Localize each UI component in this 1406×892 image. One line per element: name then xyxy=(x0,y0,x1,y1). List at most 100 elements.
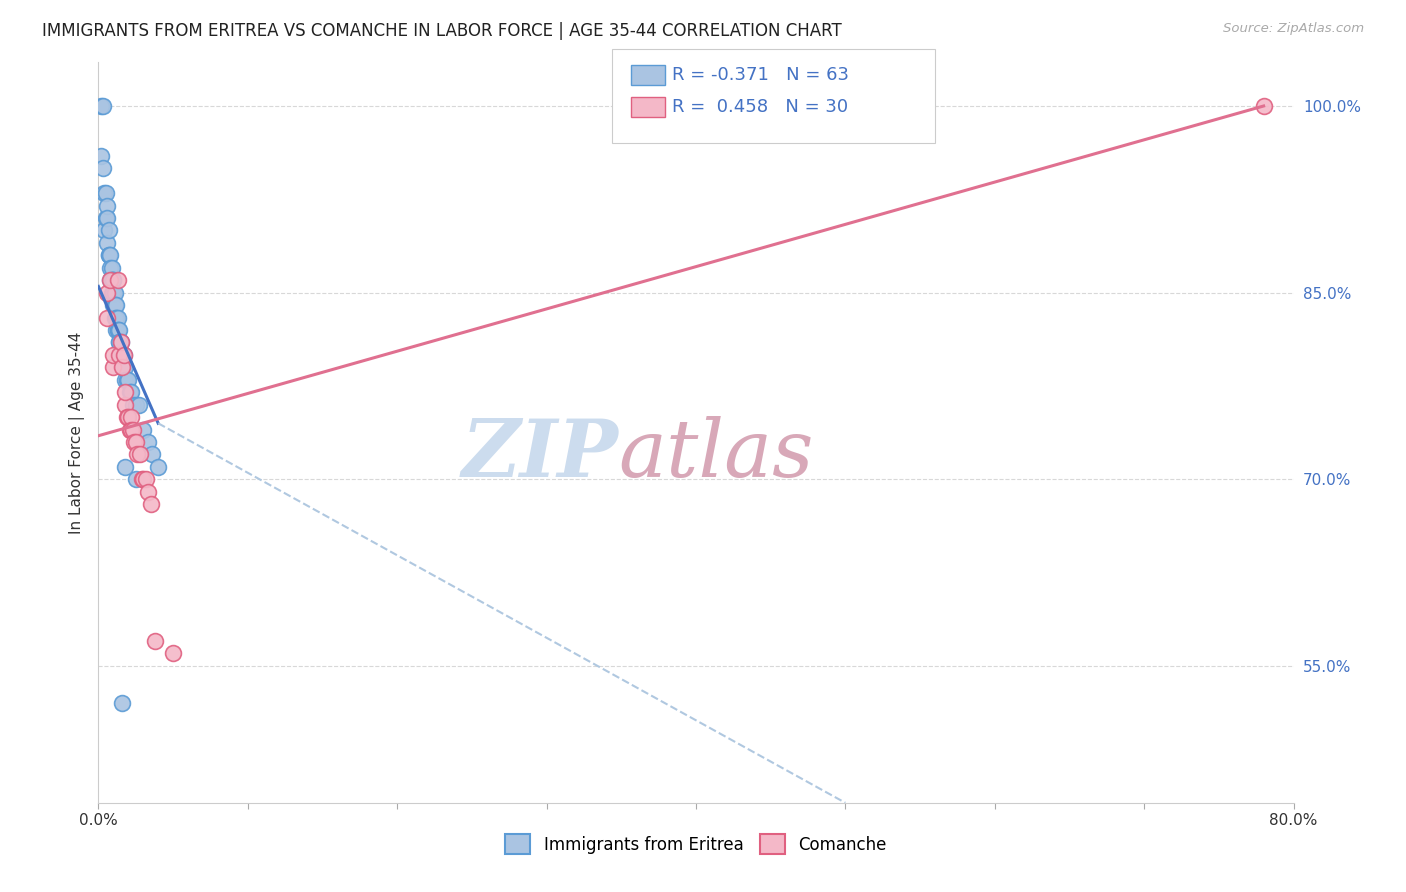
Point xyxy=(103,273,125,287)
Point xyxy=(103,285,125,300)
Point xyxy=(107,273,129,287)
Point xyxy=(112,348,135,362)
Point xyxy=(124,434,146,449)
Point xyxy=(112,348,135,362)
Point xyxy=(108,335,131,350)
Point xyxy=(104,298,127,312)
Point xyxy=(135,472,157,486)
Point xyxy=(111,360,134,375)
Point xyxy=(111,696,134,710)
Point xyxy=(103,360,125,375)
Point xyxy=(136,434,159,449)
Point xyxy=(105,298,128,312)
Point xyxy=(111,360,134,375)
Point xyxy=(111,348,134,362)
Point xyxy=(132,472,155,486)
Legend: Immigrants from Eritrea, Comanche: Immigrants from Eritrea, Comanche xyxy=(499,828,893,861)
Point xyxy=(96,235,118,250)
Text: atlas: atlas xyxy=(619,416,814,493)
Point xyxy=(105,310,128,325)
Point xyxy=(91,99,114,113)
Point xyxy=(93,186,115,200)
Point xyxy=(103,348,125,362)
Point xyxy=(105,323,128,337)
Point xyxy=(108,323,131,337)
Point xyxy=(97,248,120,262)
Point xyxy=(96,198,118,212)
Point xyxy=(103,298,125,312)
Point xyxy=(112,360,135,375)
Text: R = -0.371   N = 63: R = -0.371 N = 63 xyxy=(672,66,849,84)
Point xyxy=(94,211,117,225)
Point xyxy=(120,410,142,425)
Text: Source: ZipAtlas.com: Source: ZipAtlas.com xyxy=(1223,22,1364,36)
Point xyxy=(101,285,124,300)
Point xyxy=(110,335,132,350)
Point xyxy=(141,447,163,461)
Point xyxy=(125,398,148,412)
Point xyxy=(121,423,143,437)
Point xyxy=(132,423,155,437)
Point xyxy=(115,373,138,387)
Point xyxy=(98,260,122,275)
Point xyxy=(114,373,136,387)
Point xyxy=(114,398,136,412)
Point xyxy=(125,434,148,449)
Point xyxy=(93,223,115,237)
Point xyxy=(98,248,122,262)
Point xyxy=(96,211,118,225)
Point xyxy=(114,360,136,375)
Point xyxy=(121,398,143,412)
Point xyxy=(103,273,125,287)
Point xyxy=(97,248,120,262)
Point xyxy=(97,223,120,237)
Point xyxy=(118,423,141,437)
Point xyxy=(118,385,141,400)
Point xyxy=(107,310,129,325)
Point xyxy=(110,348,132,362)
Point xyxy=(96,310,118,325)
Point xyxy=(117,373,139,387)
Point xyxy=(91,161,114,176)
Point xyxy=(98,273,122,287)
Text: ZIP: ZIP xyxy=(461,416,619,493)
Point xyxy=(94,186,117,200)
Point xyxy=(103,285,125,300)
Point xyxy=(131,472,153,486)
Point xyxy=(104,285,127,300)
Text: R =  0.458   N = 30: R = 0.458 N = 30 xyxy=(672,98,848,116)
Point xyxy=(107,323,129,337)
Point xyxy=(110,348,132,362)
Point xyxy=(110,335,132,350)
Text: IMMIGRANTS FROM ERITREA VS COMANCHE IN LABOR FORCE | AGE 35-44 CORRELATION CHART: IMMIGRANTS FROM ERITREA VS COMANCHE IN L… xyxy=(42,22,842,40)
Point xyxy=(108,348,131,362)
Point xyxy=(143,634,166,648)
Point xyxy=(105,310,128,325)
Point xyxy=(101,273,124,287)
Point xyxy=(104,310,127,325)
Point xyxy=(114,459,136,474)
Point xyxy=(129,447,152,461)
Y-axis label: In Labor Force | Age 35-44: In Labor Force | Age 35-44 xyxy=(69,332,84,533)
Point xyxy=(98,273,122,287)
Point xyxy=(1253,99,1275,113)
Point xyxy=(90,149,112,163)
Point xyxy=(115,410,138,425)
Point xyxy=(90,99,112,113)
Point xyxy=(114,385,136,400)
Point xyxy=(128,398,150,412)
Point xyxy=(101,273,124,287)
Point xyxy=(120,423,142,437)
Point xyxy=(127,447,149,461)
Point xyxy=(162,647,184,661)
Point xyxy=(120,385,142,400)
Point xyxy=(125,472,148,486)
Point xyxy=(108,335,131,350)
Point xyxy=(101,260,124,275)
Point xyxy=(148,459,170,474)
Point xyxy=(107,323,129,337)
Point xyxy=(136,484,159,499)
Point xyxy=(104,298,127,312)
Point xyxy=(96,285,118,300)
Point xyxy=(139,497,162,511)
